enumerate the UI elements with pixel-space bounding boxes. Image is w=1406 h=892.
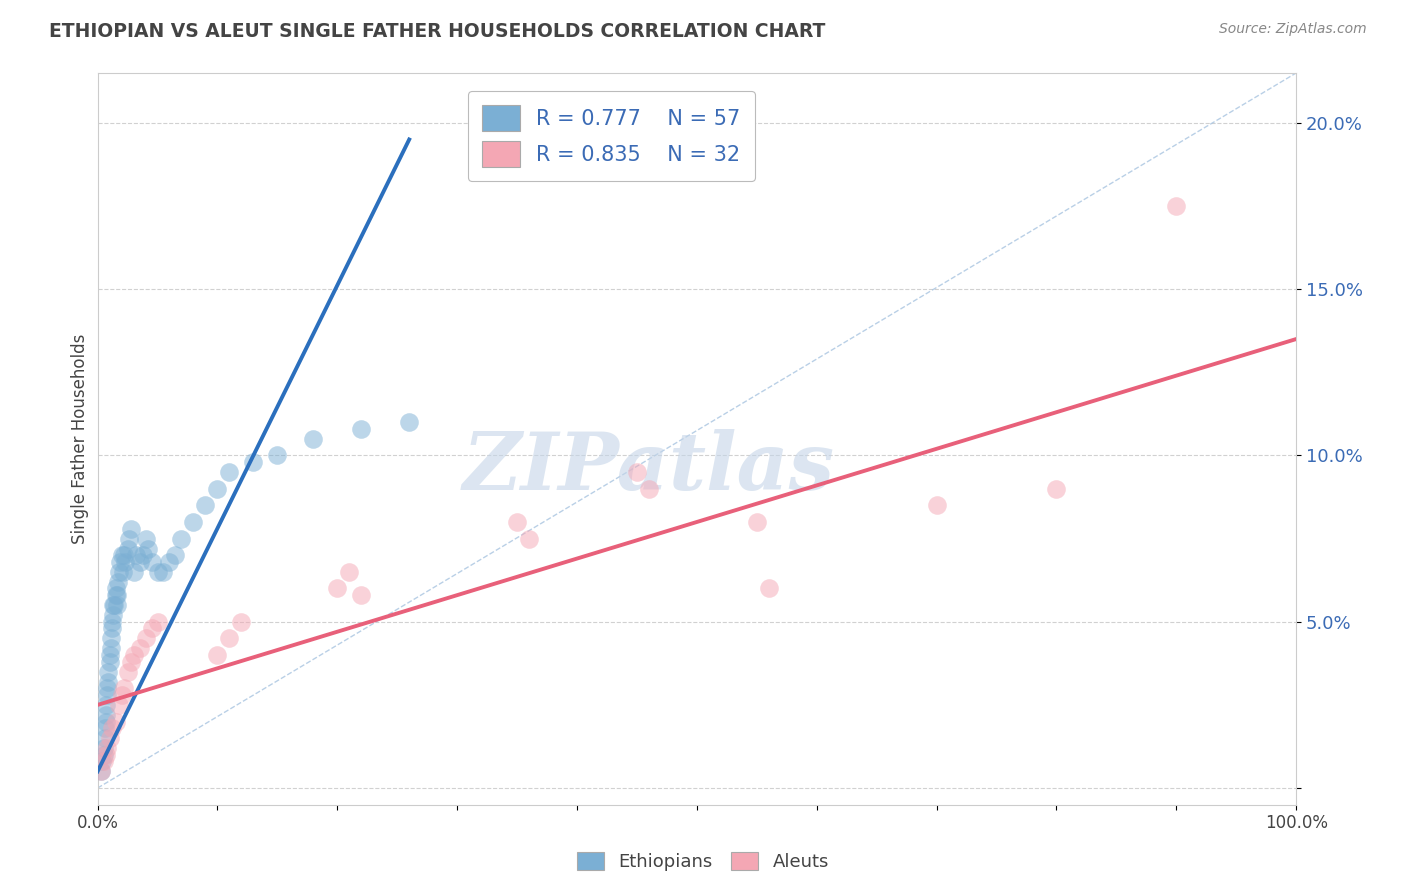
Point	[302, 432, 325, 446]
Point	[104, 582, 127, 596]
Point	[506, 515, 529, 529]
Point	[107, 574, 129, 589]
Point	[132, 548, 155, 562]
Point	[141, 621, 163, 635]
Point	[108, 565, 131, 579]
Point	[326, 582, 349, 596]
Point	[94, 707, 117, 722]
Y-axis label: Single Father Households: Single Father Households	[72, 334, 89, 544]
Point	[120, 655, 142, 669]
Text: ZIPatlas: ZIPatlas	[463, 429, 835, 507]
Point	[103, 598, 125, 612]
Point	[112, 681, 135, 696]
Point	[94, 747, 117, 762]
Point	[638, 482, 661, 496]
Point	[101, 721, 124, 735]
Point	[146, 565, 169, 579]
Point	[1045, 482, 1067, 496]
Point	[101, 608, 124, 623]
Point	[94, 714, 117, 729]
Point	[90, 764, 112, 779]
Point	[101, 621, 124, 635]
Point	[183, 515, 205, 529]
Point	[350, 588, 373, 602]
Point	[100, 632, 122, 646]
Point	[94, 731, 117, 746]
Point	[93, 747, 115, 762]
Point	[108, 698, 131, 712]
Point	[96, 688, 118, 702]
Point	[207, 482, 229, 496]
Point	[94, 721, 117, 735]
Point	[94, 698, 117, 712]
Point	[110, 548, 132, 562]
Point	[96, 741, 118, 756]
Point	[90, 764, 112, 779]
Point	[105, 588, 128, 602]
Point	[170, 532, 193, 546]
Point	[165, 548, 187, 562]
Point	[134, 632, 156, 646]
Point	[231, 615, 253, 629]
Point	[93, 755, 115, 769]
Point	[101, 598, 124, 612]
Point	[152, 565, 174, 579]
Point	[159, 555, 181, 569]
Point	[93, 741, 115, 756]
Point	[112, 548, 135, 562]
Point	[350, 422, 373, 436]
Point	[117, 665, 139, 679]
Point	[91, 755, 114, 769]
Point	[111, 565, 134, 579]
Point	[207, 648, 229, 662]
Point	[101, 615, 124, 629]
Point	[120, 522, 142, 536]
Point	[218, 632, 240, 646]
Point	[398, 415, 420, 429]
Point	[626, 465, 648, 479]
Point	[98, 655, 121, 669]
Point	[146, 615, 169, 629]
Point	[337, 565, 360, 579]
Point	[97, 674, 120, 689]
Point	[100, 641, 122, 656]
Point	[128, 555, 150, 569]
Point	[105, 598, 128, 612]
Point	[96, 681, 118, 696]
Text: ETHIOPIAN VS ALEUT SINGLE FATHER HOUSEHOLDS CORRELATION CHART: ETHIOPIAN VS ALEUT SINGLE FATHER HOUSEHO…	[49, 22, 825, 41]
Point	[125, 548, 148, 562]
Point	[98, 648, 121, 662]
Point	[118, 532, 141, 546]
Point	[122, 648, 145, 662]
Point	[194, 499, 217, 513]
Point	[136, 541, 159, 556]
Point	[128, 641, 150, 656]
Point	[134, 532, 156, 546]
Point	[104, 714, 127, 729]
Point	[110, 555, 132, 569]
Point	[114, 555, 136, 569]
Point	[242, 455, 264, 469]
Legend: R = 0.777    N = 57, R = 0.835    N = 32: R = 0.777 N = 57, R = 0.835 N = 32	[468, 91, 755, 181]
Point	[925, 499, 948, 513]
Point	[266, 449, 288, 463]
Legend: Ethiopians, Aleuts: Ethiopians, Aleuts	[569, 845, 837, 879]
Point	[98, 731, 121, 746]
Point	[141, 555, 163, 569]
Point	[117, 541, 139, 556]
Point	[745, 515, 768, 529]
Point	[104, 588, 127, 602]
Point	[110, 688, 132, 702]
Point	[97, 665, 120, 679]
Point	[517, 532, 540, 546]
Point	[758, 582, 780, 596]
Point	[1166, 199, 1188, 213]
Text: Source: ZipAtlas.com: Source: ZipAtlas.com	[1219, 22, 1367, 37]
Point	[218, 465, 240, 479]
Point	[122, 565, 145, 579]
